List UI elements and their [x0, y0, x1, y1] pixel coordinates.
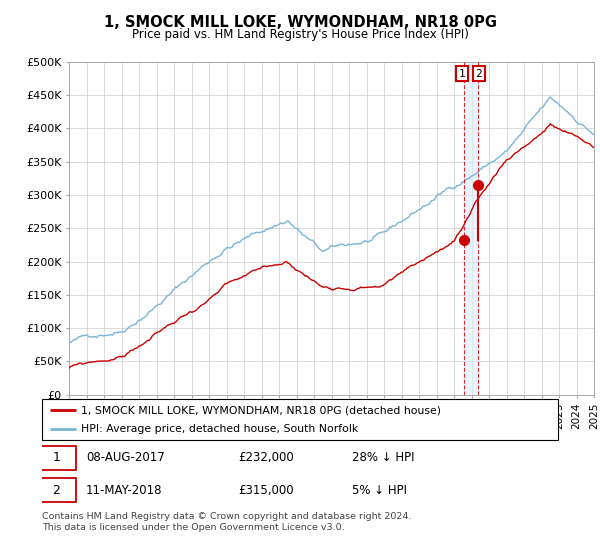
FancyBboxPatch shape: [37, 478, 76, 502]
Text: 11-MAY-2018: 11-MAY-2018: [86, 483, 163, 497]
Text: 2: 2: [475, 68, 482, 78]
FancyBboxPatch shape: [42, 399, 558, 440]
Text: 1: 1: [458, 68, 465, 78]
Text: 2: 2: [52, 483, 60, 497]
Text: 28% ↓ HPI: 28% ↓ HPI: [352, 451, 414, 464]
Text: 5% ↓ HPI: 5% ↓ HPI: [352, 483, 407, 497]
Text: HPI: Average price, detached house, South Norfolk: HPI: Average price, detached house, Sout…: [80, 424, 358, 433]
Text: 08-AUG-2017: 08-AUG-2017: [86, 451, 164, 464]
Bar: [464, 62, 478, 395]
Text: 1, SMOCK MILL LOKE, WYMONDHAM, NR18 0PG: 1, SMOCK MILL LOKE, WYMONDHAM, NR18 0PG: [104, 15, 497, 30]
Text: 1: 1: [52, 451, 60, 464]
FancyBboxPatch shape: [37, 446, 76, 470]
Text: 1, SMOCK MILL LOKE, WYMONDHAM, NR18 0PG (detached house): 1, SMOCK MILL LOKE, WYMONDHAM, NR18 0PG …: [80, 405, 440, 415]
Text: £315,000: £315,000: [238, 483, 294, 497]
Text: Price paid vs. HM Land Registry's House Price Index (HPI): Price paid vs. HM Land Registry's House …: [131, 28, 469, 41]
Text: Contains HM Land Registry data © Crown copyright and database right 2024.
This d: Contains HM Land Registry data © Crown c…: [42, 512, 412, 532]
Text: £232,000: £232,000: [238, 451, 294, 464]
